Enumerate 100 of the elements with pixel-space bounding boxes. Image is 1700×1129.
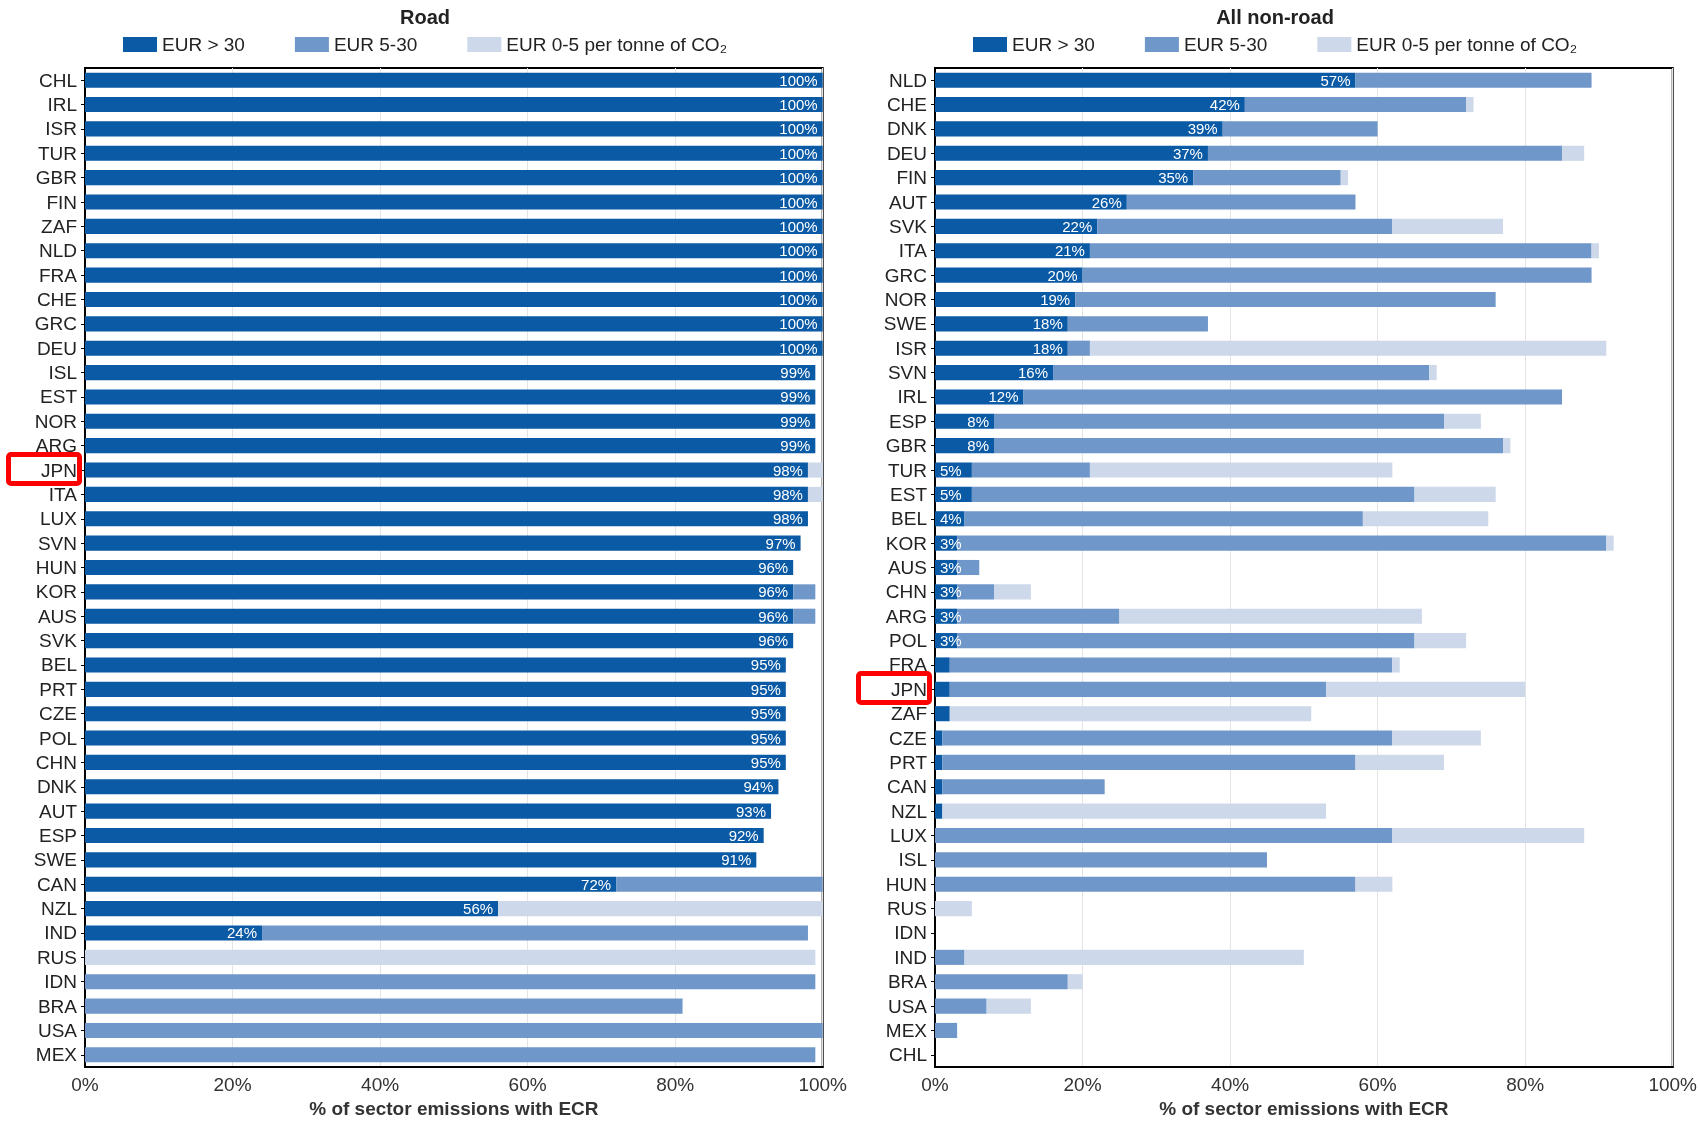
bar (935, 803, 943, 819)
bar (85, 291, 823, 308)
data-label: 100% (779, 242, 818, 260)
y-tick-label: DEU (36, 337, 77, 359)
bar (85, 389, 816, 405)
bar (85, 706, 786, 722)
bar (1503, 438, 1511, 454)
bar (1466, 97, 1474, 113)
bar (85, 1022, 823, 1038)
bar (942, 779, 1105, 795)
bar (1414, 633, 1467, 649)
bar (1392, 827, 1585, 844)
y-tick-label: TUR (887, 459, 927, 481)
y-tick-label: CAN (886, 776, 927, 798)
bar (1362, 511, 1489, 527)
y-tick-label: DNK (886, 118, 928, 140)
x-tick-label: 100% (798, 1074, 848, 1095)
y-tick-label: ITA (48, 483, 78, 505)
y-tick-label: GRC (34, 313, 77, 335)
y-tick-label: ISL (48, 362, 77, 384)
bar (85, 413, 816, 429)
bar (935, 267, 1083, 283)
legend-label: EUR 5-30 (1183, 34, 1268, 55)
data-label: 26% (1091, 193, 1122, 211)
y-tick-label: RUS (886, 898, 927, 920)
y-tick-label: HUN (885, 873, 927, 895)
data-label: 3% (940, 583, 962, 601)
y-tick-label: FIN (46, 191, 77, 213)
y-tick-label: USA (887, 995, 928, 1017)
y-tick-label: LUX (40, 508, 78, 530)
bar (85, 681, 786, 697)
data-label: 92% (728, 827, 759, 845)
bar (935, 243, 1090, 259)
bar (1591, 243, 1599, 259)
y-tick-label: ESP (888, 410, 927, 432)
y-tick-label: NZL (41, 898, 77, 920)
bar (85, 559, 794, 576)
bar (85, 316, 823, 332)
y-tick-label: GBR (885, 435, 927, 457)
y-tick-label: ISR (45, 118, 77, 140)
y-tick-label: GBR (35, 167, 77, 189)
y-tick-label: IRL (47, 94, 77, 116)
bar (986, 998, 1031, 1014)
bar (85, 72, 823, 88)
bar (935, 72, 1356, 88)
bar (85, 633, 794, 649)
y-tick-label: CHL (38, 69, 77, 91)
data-label: 95% (750, 753, 781, 771)
data-label: 3% (940, 607, 962, 625)
y-tick-label: CZE (39, 703, 77, 725)
data-label: 4% (940, 510, 962, 528)
bar (85, 754, 786, 770)
bar (807, 486, 823, 502)
data-label: 99% (780, 388, 811, 406)
data-label: 16% (1018, 364, 1049, 382)
bar (85, 608, 794, 624)
bar (1444, 413, 1481, 429)
bar (935, 901, 972, 917)
bar (971, 462, 1090, 478)
bar (793, 584, 816, 600)
data-label: 5% (940, 461, 962, 479)
bar (1392, 657, 1400, 673)
bar (1075, 291, 1496, 308)
bar (994, 584, 1031, 600)
bar (935, 316, 1068, 332)
x-tick-label: 100% (1648, 1074, 1698, 1095)
data-label: 37% (1172, 144, 1203, 162)
bar (807, 462, 823, 478)
data-label: 91% (721, 851, 752, 869)
bar (942, 754, 1356, 770)
bar (85, 267, 823, 283)
bar (935, 852, 1267, 868)
bar (1023, 389, 1563, 405)
y-tick-label: FRA (39, 264, 78, 286)
y-tick-label: SVK (38, 630, 78, 652)
x-tick-label: 60% (508, 1074, 547, 1095)
bar (935, 827, 1393, 844)
bar (1067, 340, 1090, 356)
y-tick-label: HUN (35, 557, 77, 578)
bar (935, 194, 1127, 210)
y-tick-label: AUS (887, 557, 927, 578)
data-label: 8% (967, 412, 990, 430)
bar (935, 949, 965, 965)
y-tick-label: SVN (887, 362, 927, 384)
y-tick-label: SVN (37, 532, 77, 554)
y-tick-label: IRL (897, 386, 927, 408)
y-tick-label: MEX (885, 1019, 928, 1041)
data-label: 97% (765, 534, 796, 552)
y-tick-label: ISL (898, 849, 927, 871)
data-label: 96% (758, 583, 789, 601)
y-tick-label: POL (888, 630, 927, 652)
bar (949, 681, 1326, 697)
x-tick-label: 40% (1211, 1074, 1250, 1095)
y-tick-label: JPN (891, 678, 927, 700)
bar (616, 876, 823, 892)
bar (1089, 243, 1592, 259)
y-tick-label: ZAF (41, 215, 77, 237)
bar (935, 974, 1068, 990)
data-label: 18% (1032, 339, 1063, 357)
bar (994, 438, 1504, 454)
